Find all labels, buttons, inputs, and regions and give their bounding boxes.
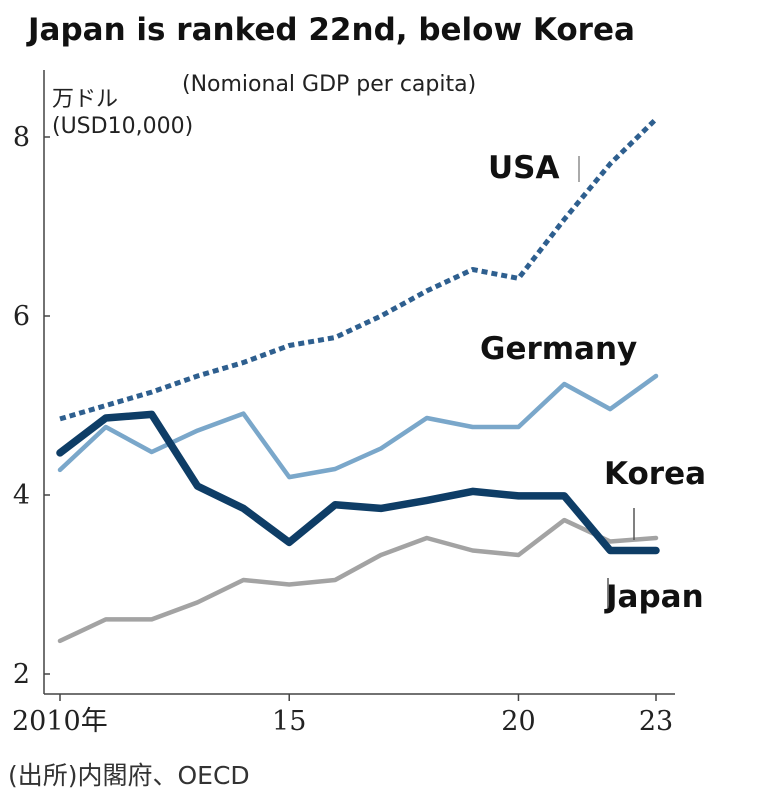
- series-line-germany: [57, 373, 659, 480]
- germany-label: Germany: [480, 331, 637, 367]
- y-tick-label-8: 8: [13, 122, 30, 153]
- usa-label: USA: [488, 150, 560, 186]
- y-axis-label-sub: (USD10,000): [52, 114, 193, 139]
- source-note: (出所)内閣府、OECD: [8, 761, 250, 790]
- series-line-korea: [57, 517, 659, 644]
- chart-subtitle: (Nomional GDP per capita): [182, 72, 476, 97]
- chart-title: Japan is ranked 22nd, below Korea: [26, 12, 635, 48]
- axes: 2 4 6 8 2010年 15 20 23: [12, 70, 675, 737]
- series-line-japan: [56, 410, 660, 555]
- x-tick-label-2015: 15: [272, 706, 306, 737]
- y-tick-label-2: 2: [13, 659, 30, 690]
- x-tick-label-2010: 2010年: [12, 706, 108, 737]
- x-tick-label-2020: 20: [501, 706, 535, 737]
- y-tick-label-4: 4: [13, 480, 30, 511]
- y-tick-label-6: 6: [13, 301, 30, 332]
- y-axis-label: 万ドル: [52, 87, 118, 112]
- x-tick-label-2023: 23: [639, 706, 673, 737]
- korea-label: Korea: [604, 456, 706, 492]
- japan-label: Japan: [604, 579, 704, 615]
- series-layer: [56, 117, 660, 644]
- series-line-usa: [59, 117, 658, 422]
